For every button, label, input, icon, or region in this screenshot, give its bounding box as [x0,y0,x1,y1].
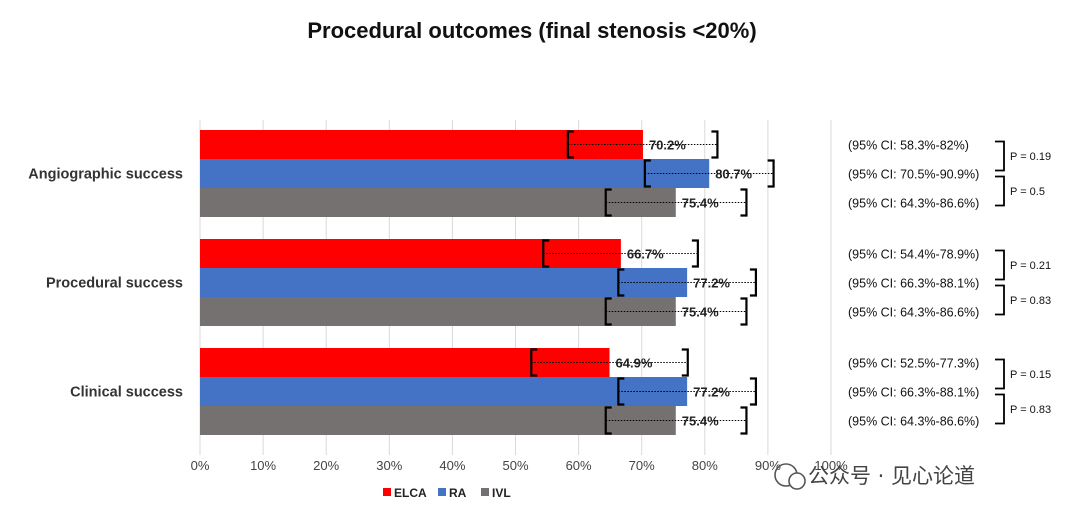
error-bar-low [643,159,651,188]
x-tick-label: 30% [376,458,402,473]
ci-label: (95% CI: 70.5%-90.9%) [848,168,979,182]
error-bar-low [530,348,538,377]
watermark: 公众号 · 见心论道 [774,463,975,490]
bar-ra [200,377,688,406]
x-tick-label: 20% [313,458,339,473]
x-tick-labels: 0% 10% 20% 30% 40% 50% 60% 70% 80% 90% 100% [191,458,848,473]
data-label: 80.7% [715,167,752,182]
data-label: 75.4% [682,414,719,429]
p-bracket-top [995,249,1005,281]
error-bar-low [604,297,612,326]
data-label: 70.2% [649,138,686,153]
data-label: 75.4% [682,196,719,211]
ci-annotations: (95% CI: 58.3%-82%) (95% CI: 70.5%-90.9%)… [848,139,979,429]
p-value-bottom: P = 0.83 [1010,404,1051,416]
p-bracket-top [995,140,1005,172]
error-bar-high [749,377,758,406]
legend-label-ra: RA [449,486,467,500]
p-value-annotations: P = 0.19 P = 0.5 P = 0.21 P = 0.83 P = 0.15 P… [995,140,1051,425]
x-tick-label: 60% [566,458,592,473]
error-bar-high [740,297,748,326]
legend-label-elca: ELCA [394,486,427,500]
data-label: 66.7% [627,247,664,262]
x-tick-label: 40% [439,458,465,473]
error-bar-low [617,268,625,297]
bar-ivl [200,406,676,435]
ci-label: (95% CI: 66.3%-88.1%) [848,386,979,400]
error-bar-high [740,188,748,217]
error-bar-low [604,188,612,217]
x-tick-label: 50% [502,458,528,473]
data-label: 64.9% [616,356,653,371]
x-tick-label: 10% [250,458,276,473]
error-bar-high [767,159,775,188]
ci-label: (95% CI: 64.3%-86.6%) [848,306,979,320]
watermark-text: 公众号 · 见心论道 [808,464,975,488]
legend-swatch-elca [383,488,391,496]
bar-ra [200,268,688,297]
ci-label: (95% CI: 66.3%-88.1%) [848,277,979,291]
category-label: Angiographic success [28,167,183,183]
ci-label: (95% CI: 58.3%-82%) [848,139,969,153]
chart-title: Procedural outcomes (final stenosis <20%… [307,18,756,43]
ci-label: (95% CI: 52.5%-77.3%) [848,357,979,371]
data-label: 77.2% [693,276,730,291]
error-bar-high [711,130,719,159]
x-tick-label: 100% [814,458,848,473]
p-value-top: P = 0.21 [1010,260,1051,272]
bar-elca [200,239,621,268]
p-bracket-bottom [995,284,1005,316]
category-label: Procedural success [46,276,183,292]
category-labels: Angiographic success Procedural success Cl… [28,167,183,401]
x-tick-label: 90% [755,458,781,473]
bar-ivl [200,297,676,326]
ci-label: (95% CI: 64.3%-86.6%) [848,415,979,429]
x-tick-label: 70% [629,458,655,473]
legend-swatch-ra [438,488,446,496]
error-bar-low [617,377,625,406]
bar-ivl [200,188,676,217]
bar-ra [200,159,710,188]
x-tick-label: 80% [692,458,718,473]
error-bar-high [691,239,699,268]
data-label: 77.2% [693,385,730,400]
wechat-icon-inner [788,472,806,490]
p-bracket-bottom [995,393,1005,425]
legend-label-ivl: IVL [492,486,511,500]
error-bar-low [604,406,612,435]
error-bar-high [749,268,758,297]
legend: ELCA RA IVL [383,486,511,500]
data-label: 75.4% [682,305,719,320]
p-bracket-bottom [995,175,1005,207]
bar-elca [200,348,610,377]
category-label: Clinical success [70,385,183,401]
ci-label: (95% CI: 54.4%-78.9%) [848,248,979,262]
p-value-bottom: P = 0.83 [1010,295,1051,307]
error-bar-high [681,348,689,377]
error-bar-low [542,239,550,268]
p-value-bottom: P = 0.5 [1010,186,1045,198]
p-value-top: P = 0.19 [1010,151,1051,163]
bar-elca [200,130,643,159]
p-bracket-top [995,358,1005,390]
x-tick-label: 0% [191,458,210,473]
error-bar-low [566,130,574,159]
p-value-top: P = 0.15 [1010,369,1051,381]
bars: 70.2% 80.7% 75.4% 66.7% 77.2% 75.4% 64.9% 77.2%… [200,130,775,435]
error-bar-high [740,406,748,435]
legend-swatch-ivl [481,488,489,496]
ci-label: (95% CI: 64.3%-86.6%) [848,197,979,211]
